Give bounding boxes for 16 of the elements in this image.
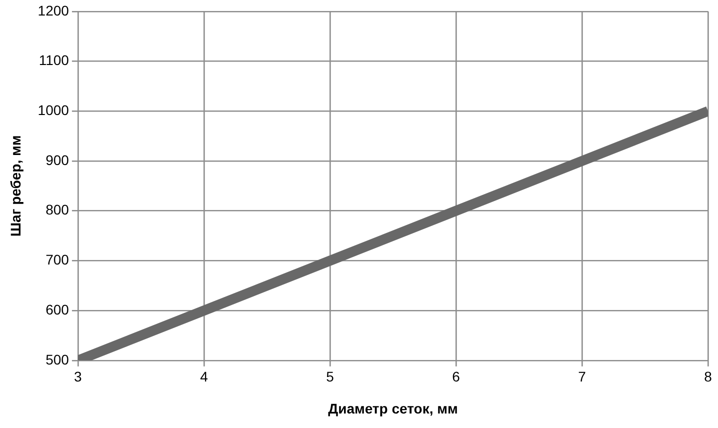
x-tick-label: 3 [74, 368, 82, 385]
y-tick-label: 1200 [38, 2, 70, 18]
y-tick-label: 500 [46, 351, 70, 368]
x-tick-label: 6 [452, 368, 460, 385]
y-tick-label: 1000 [38, 102, 70, 118]
x-tick-label: 8 [704, 368, 712, 385]
x-tick-label: 4 [200, 368, 208, 385]
x-tick-label: 5 [326, 368, 334, 385]
x-axis-title: Диаметр сеток, мм [328, 400, 458, 416]
y-axis-title: Шаг ребер, мм [7, 135, 24, 237]
y-tick-label: 700 [46, 252, 70, 268]
y-tick-label: 600 [46, 301, 70, 318]
y-tick-label: 1100 [38, 52, 70, 68]
x-tick-label: 7 [578, 368, 586, 385]
y-tick-label: 800 [46, 202, 70, 218]
y-tick-label: 900 [46, 152, 70, 168]
